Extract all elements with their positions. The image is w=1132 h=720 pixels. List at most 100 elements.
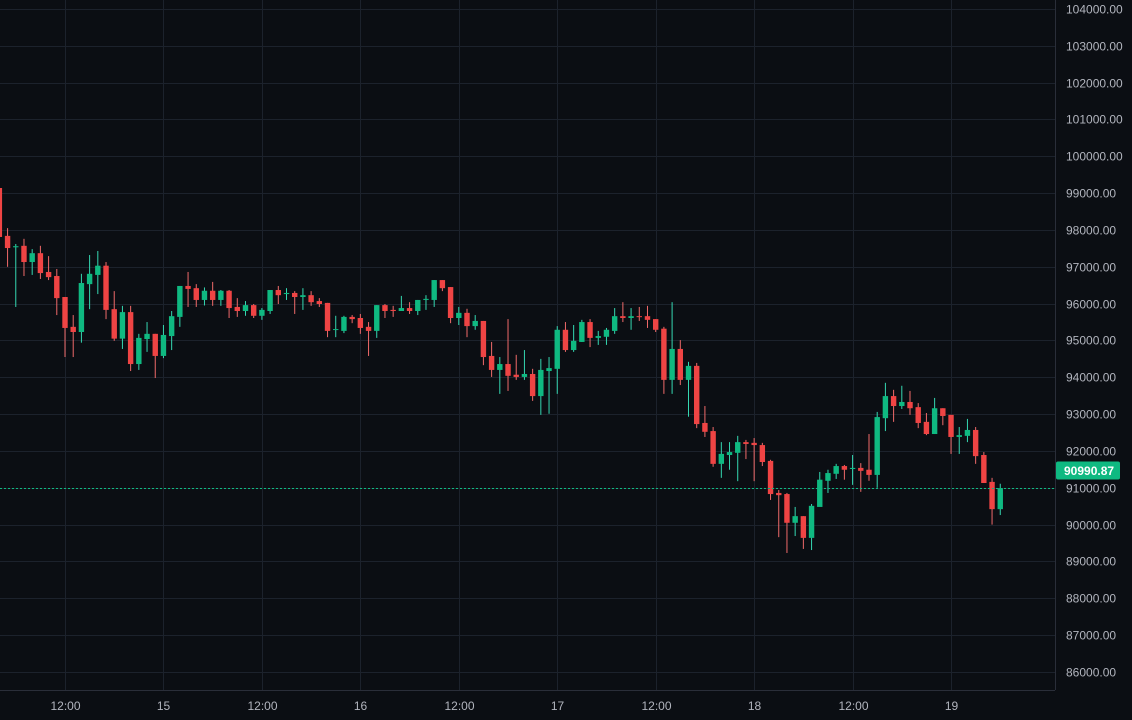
candle-body	[357, 318, 364, 328]
candle-up	[611, 308, 618, 334]
candle-body	[37, 253, 44, 274]
candle-body	[505, 364, 511, 376]
candle-body	[185, 285, 191, 289]
x-tick-label: 16	[354, 699, 368, 713]
candle-body	[341, 316, 347, 331]
candle-down	[915, 403, 921, 429]
candle-up	[579, 319, 585, 342]
candle-body	[685, 365, 692, 380]
candles	[0, 187, 1003, 553]
candle-body	[316, 301, 323, 305]
candle-up	[472, 315, 478, 330]
candle-down	[488, 341, 495, 377]
candle-body	[283, 292, 290, 295]
candle-down	[70, 315, 76, 358]
y-tick-label: 102000.00	[1066, 77, 1123, 91]
candle-down	[21, 238, 27, 277]
x-tick-label: 12:00	[641, 699, 671, 713]
candle-body	[431, 280, 437, 300]
candle-down	[193, 284, 199, 307]
candle-body	[595, 336, 601, 338]
candle-body	[620, 316, 626, 319]
candle-up	[554, 326, 560, 394]
candle-body	[439, 280, 446, 289]
candle-down	[776, 489, 782, 538]
candle-body	[808, 505, 815, 538]
candle-body	[54, 276, 60, 299]
last-price-label: 90990.87	[1064, 464, 1114, 478]
candle-up	[201, 287, 208, 306]
candle-body	[415, 299, 421, 312]
candle-down	[661, 326, 667, 394]
candle-body	[488, 355, 495, 370]
x-tick-label: 12:00	[444, 699, 474, 713]
candle-up	[374, 305, 380, 338]
candle-body	[86, 273, 93, 285]
candle-down	[275, 285, 282, 305]
candle-body	[70, 326, 76, 332]
candle-body	[874, 417, 880, 475]
candle-down	[54, 269, 60, 316]
candle-body	[21, 245, 27, 263]
candle-down	[751, 438, 757, 482]
candle-up	[177, 285, 183, 327]
candle-down	[0, 187, 3, 237]
candle-body	[718, 453, 725, 464]
candle-up	[825, 469, 831, 493]
candle-down	[365, 322, 372, 356]
candle-body	[382, 305, 388, 312]
candle-body	[119, 312, 126, 339]
candle-down	[390, 305, 396, 317]
candle-body	[152, 333, 158, 356]
candle-body	[292, 292, 298, 298]
candle-body	[882, 396, 889, 419]
candle-body	[751, 442, 757, 446]
candle-body	[177, 285, 183, 317]
candle-body	[480, 320, 487, 358]
candle-down	[349, 315, 355, 324]
candle-up	[456, 306, 462, 326]
candle-up	[521, 350, 528, 380]
candle-up	[267, 290, 273, 314]
candle-body	[29, 253, 35, 263]
candle-body	[226, 290, 232, 309]
candle-body	[398, 308, 405, 312]
candle-body	[833, 466, 839, 474]
candle-down	[152, 333, 158, 379]
candle-up	[423, 295, 429, 310]
candle-body	[464, 312, 470, 327]
candle-body	[981, 455, 987, 484]
candle-body	[972, 429, 979, 457]
candle-body	[275, 290, 282, 296]
time-axis[interactable]: 12:00 15 12:00 16 12:00 17 12:00 18 12:00 19	[50, 699, 958, 713]
candle-up	[669, 302, 675, 394]
candle-body	[603, 329, 610, 337]
candle-body	[784, 494, 790, 523]
candle-down	[743, 439, 749, 460]
candle-body	[554, 329, 560, 369]
price-axis[interactable]: 104000.00 103000.00 102000.00 101000.00 1000…	[1066, 3, 1123, 680]
y-tick-label: 90000.00	[1066, 519, 1116, 533]
x-tick-label: 12:00	[247, 699, 277, 713]
candle-down	[907, 390, 913, 415]
candle-down	[209, 281, 216, 306]
candle-up	[792, 506, 798, 537]
candle-down	[620, 302, 626, 323]
candle-body	[899, 401, 905, 407]
y-tick-label: 101000.00	[1066, 113, 1123, 127]
candle-down	[562, 322, 569, 352]
y-tick-label: 92000.00	[1066, 445, 1116, 459]
candle-body	[62, 297, 68, 328]
candle-body	[242, 305, 249, 312]
candle-up	[242, 301, 249, 316]
candle-up	[817, 471, 823, 507]
candle-body	[324, 302, 331, 331]
y-tick-label: 97000.00	[1066, 261, 1116, 275]
candle-body	[365, 326, 372, 331]
candle-down	[316, 298, 323, 307]
y-tick-label: 89000.00	[1066, 555, 1116, 569]
candle-body	[726, 452, 733, 456]
candle-body	[423, 298, 429, 300]
candle-up	[603, 327, 610, 345]
